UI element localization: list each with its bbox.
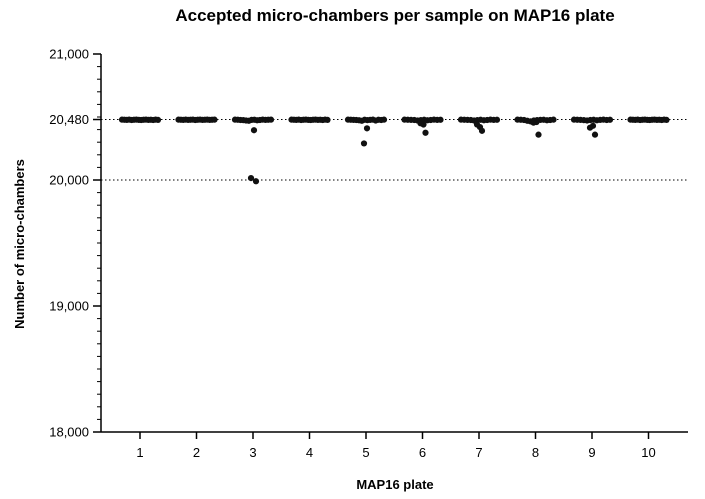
x-tick-label: 8 [532, 445, 539, 460]
x-tick-label: 10 [641, 445, 655, 460]
x-tick-label: 4 [306, 445, 313, 460]
y-tick-label: 21,000 [49, 47, 89, 62]
y-axis: 18,000 19,000 20,000 20,480 21,000 [49, 47, 102, 440]
reference-lines [101, 119, 688, 181]
y-axis-title: Number of micro-chambers [12, 159, 27, 329]
data-point [363, 125, 371, 132]
data-point [247, 175, 255, 182]
data-point [154, 116, 162, 123]
data-point [252, 178, 260, 185]
data-point [211, 116, 218, 123]
x-tick-label: 2 [193, 445, 200, 460]
data-point [663, 116, 670, 123]
data-point [473, 121, 481, 128]
x-tick-label: 1 [136, 445, 143, 460]
data-point [267, 116, 275, 123]
data-point [422, 129, 429, 136]
y-tick-label: 19,000 [49, 299, 89, 314]
data-point [586, 124, 594, 131]
data-point [550, 116, 557, 123]
y-tick-label: 20,480 [49, 112, 89, 127]
data-point [493, 116, 501, 123]
x-tick-label: 9 [588, 445, 595, 460]
y-tick-label: 20,000 [49, 173, 89, 188]
data-point [360, 140, 368, 147]
x-tick-label: 5 [362, 445, 369, 460]
data-point [417, 120, 424, 127]
y-tick-label: 18,000 [49, 425, 89, 440]
x-tick-label: 7 [475, 445, 482, 460]
data-point [437, 116, 444, 123]
data-point [380, 116, 388, 123]
data-point [530, 119, 537, 126]
chart-title: Accepted micro-chambers per sample on MA… [175, 6, 615, 25]
data-point [324, 116, 331, 123]
data-point [606, 116, 614, 123]
data-point [535, 131, 542, 138]
x-axis: 1 2 3 4 5 6 7 8 9 10 [101, 431, 688, 460]
x-tick-label: 3 [249, 445, 256, 460]
data-point [250, 127, 258, 134]
x-axis-title: MAP16 plate [356, 477, 433, 492]
x-tick-label: 6 [419, 445, 426, 460]
data-points [118, 116, 670, 185]
data-point [478, 127, 486, 134]
data-point [591, 131, 599, 138]
